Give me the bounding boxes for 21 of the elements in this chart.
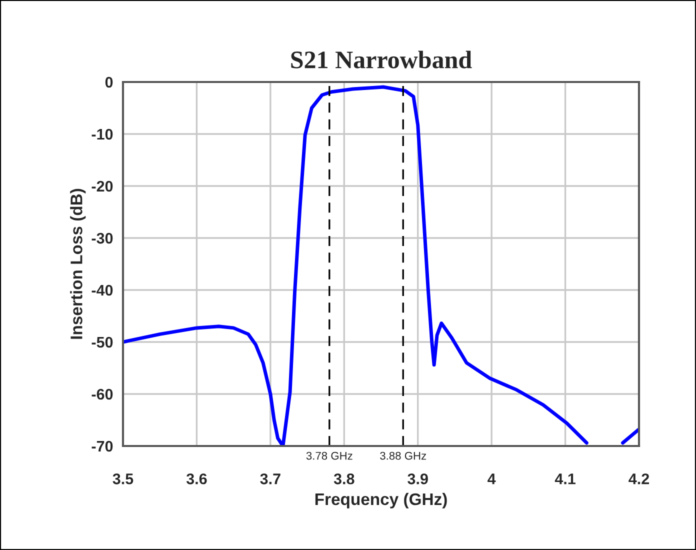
- y-tick-label: -70: [92, 440, 113, 452]
- x-tick-label: 3.9: [408, 473, 428, 484]
- y-tick-label: -10: [92, 128, 113, 140]
- x-tick-label: 4: [488, 474, 496, 484]
- y-tick-label: -50: [92, 336, 113, 348]
- y-tick-label: -40: [92, 284, 113, 296]
- y-axis-title: Insertion Loss (dB): [70, 188, 86, 339]
- y-tick-label: -30: [92, 232, 113, 244]
- y-tick-label: -60: [92, 388, 113, 400]
- x-tick-label: 4.1: [554, 474, 576, 484]
- y-tick-label: -20: [92, 180, 113, 192]
- x-tick-label: 3.8: [334, 473, 354, 484]
- x-axis-title: Frequency (GHz): [315, 492, 447, 508]
- x-tick-label: 3.6: [186, 473, 207, 484]
- y-tick-label: 0: [105, 76, 113, 88]
- ref-line-label: 3.78 GHz: [306, 452, 352, 460]
- x-tick-label: 4.2: [628, 473, 650, 484]
- chart-title: S21 Narrowband: [291, 50, 472, 68]
- x-tick-label: 3.5: [112, 473, 134, 484]
- ref-line-label: 3.88 GHz: [380, 452, 426, 460]
- x-tick-label: 3.7: [260, 473, 280, 484]
